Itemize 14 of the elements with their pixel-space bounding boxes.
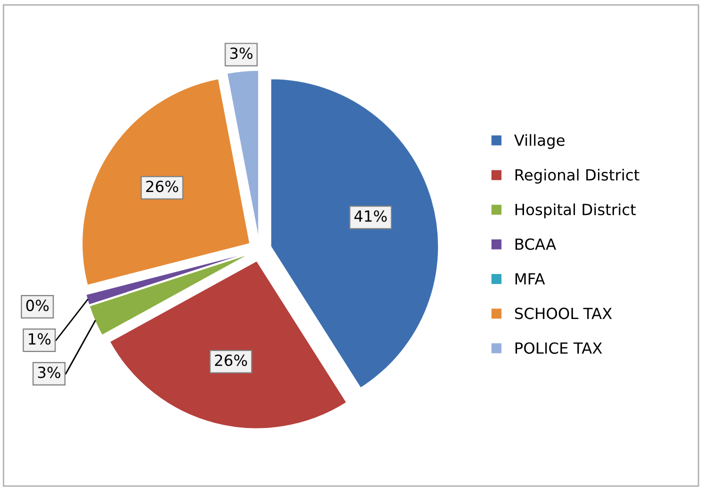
legend-label: SCHOOL TAX bbox=[515, 308, 612, 320]
legend-label: MFA bbox=[516, 273, 545, 284]
data-label: 3% bbox=[38, 366, 60, 378]
text: 0% bbox=[26, 300, 49, 312]
legend-label: POLICE TAX bbox=[516, 342, 602, 354]
data-label: 41% bbox=[354, 210, 387, 222]
legend-label: Village bbox=[514, 134, 565, 149]
legend-label: Regional District bbox=[516, 168, 640, 184]
legend-label: Hospital District bbox=[516, 203, 636, 218]
data-label: 26% bbox=[215, 354, 248, 366]
data-label: 3% bbox=[230, 47, 252, 60]
legend-label: BCAA bbox=[516, 238, 556, 250]
data-label: 26% bbox=[146, 180, 178, 192]
data-label: 1% bbox=[28, 333, 51, 345]
